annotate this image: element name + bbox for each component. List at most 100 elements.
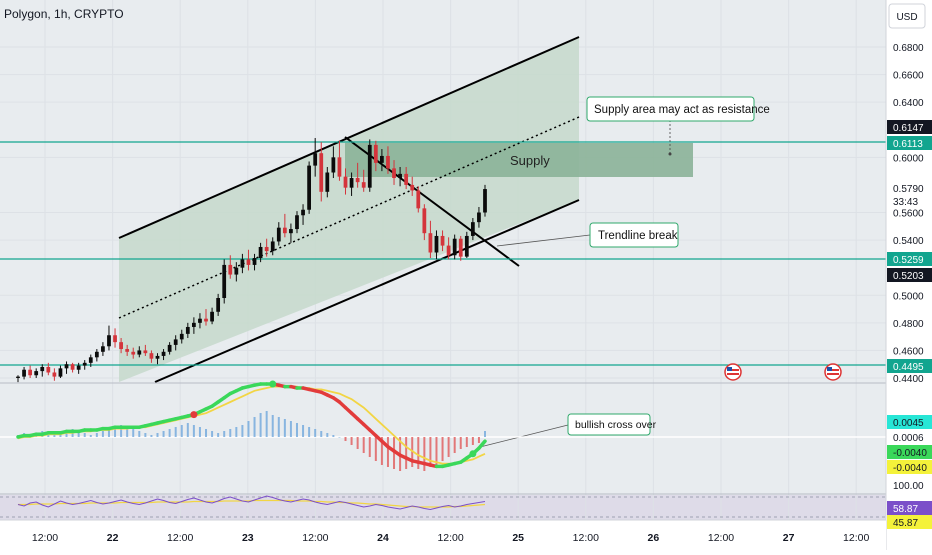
candle: [464, 231, 469, 259]
candle-body: [34, 371, 39, 376]
macd-histogram-bar: [435, 437, 438, 465]
candle-body: [325, 172, 330, 192]
trendline-callout-pointer: [496, 234, 591, 247]
candle-body: [295, 215, 299, 230]
candle: [149, 350, 154, 363]
rsi-line: [17, 495, 486, 511]
candle: [16, 375, 20, 383]
macd-histogram-bar: [271, 415, 274, 437]
candle-body: [94, 351, 99, 358]
currency-button-label[interactable]: USD: [896, 12, 917, 23]
macd-histogram-bar: [174, 427, 177, 437]
candle: [192, 317, 196, 334]
candle-body: [216, 298, 221, 312]
candle: [155, 353, 160, 365]
candle: [349, 172, 354, 196]
macd-histogram-bar: [241, 425, 244, 437]
macd-histogram-bar: [326, 433, 329, 437]
candle-body: [240, 259, 245, 268]
price-tick-label: 0.6000: [893, 153, 924, 164]
candle: [216, 293, 221, 316]
macd-histogram-bar: [235, 427, 238, 437]
macd-value-label: 0.0045: [893, 418, 924, 429]
candle: [477, 206, 481, 228]
macd-histogram-bar: [168, 429, 171, 437]
candle-body: [264, 246, 269, 252]
candle-body: [410, 184, 415, 191]
candle-body: [386, 155, 390, 169]
candle-body: [16, 376, 20, 378]
candle-body: [282, 227, 287, 234]
candle: [234, 262, 239, 282]
time-tick-label: 26: [648, 532, 660, 544]
macd-histogram-bar: [283, 419, 286, 437]
macd-histogram-bar: [138, 431, 141, 437]
time-tick-label: 27: [783, 532, 795, 544]
time-axis[interactable]: 12:00 22 12:00 23 12:00 24 12:00 25 12:00 26 12:00…: [32, 532, 870, 544]
price-axis: 0.6800 0.6600 0.6400 0.6000 0.5600 0.5400 0.50…: [893, 43, 924, 492]
event-flag-2[interactable]: [824, 363, 842, 381]
candle: [373, 140, 378, 172]
candle: [198, 313, 202, 329]
candle-body: [452, 238, 457, 256]
candle-body: [361, 182, 366, 188]
rsi-value-label: 58.87: [893, 504, 918, 515]
macd-histogram-bar: [374, 437, 377, 461]
candle-body: [313, 153, 318, 166]
macd-histogram-bar: [162, 431, 165, 437]
supply-zone: [345, 143, 693, 177]
macd-histogram-bar: [120, 425, 123, 437]
macd-histogram-bar: [198, 427, 201, 437]
horizontal-levels: [0, 141, 886, 366]
macd-cross-marker: [269, 380, 277, 388]
macd-histogram-bar: [417, 437, 420, 469]
macd-histogram-bar: [186, 423, 189, 437]
channel-lower-line: [154, 199, 580, 383]
candle: [331, 146, 336, 179]
candle: [440, 230, 445, 252]
candle: [173, 335, 178, 351]
candle: [40, 364, 45, 377]
macd-cross-marker: [190, 411, 198, 419]
macd-histogram-bar: [180, 425, 183, 437]
candle: [252, 253, 257, 271]
candle-body: [107, 335, 111, 347]
candle-body: [222, 264, 227, 299]
currency-button[interactable]: [888, 3, 926, 29]
macd-histogram-bar: [89, 435, 92, 437]
candle: [446, 237, 451, 260]
candle: [22, 366, 26, 380]
time-tick-label: 24: [377, 532, 389, 544]
price-label: 0.5790: [893, 184, 924, 195]
time-tick-label: 12:00: [32, 532, 58, 544]
candle-body: [331, 157, 336, 173]
chart-title: Polygon, 1h, CRYPTO: [4, 7, 124, 21]
price-tick-label: 0.5600: [893, 209, 924, 220]
event-flag-1[interactable]: [724, 363, 742, 381]
macd-histogram-bar: [295, 423, 298, 437]
macd-histogram-bar: [477, 437, 480, 443]
candle: [46, 362, 51, 376]
rsi-tick-label: 100.00: [893, 481, 924, 492]
time-tick-label: 23: [242, 532, 254, 544]
candle: [367, 139, 372, 192]
macd-histogram-bar: [471, 437, 474, 445]
macd-histogram-bar: [265, 411, 268, 437]
time-tick-label: 12:00: [167, 532, 193, 544]
candle-body: [319, 153, 324, 192]
macd-histogram-bar: [247, 421, 250, 437]
candle-body: [173, 339, 178, 345]
supply-callout-dot: [668, 152, 672, 156]
candle: [325, 166, 330, 198]
trendline-callout-box: [589, 222, 679, 248]
candle-body: [307, 165, 311, 210]
macd-histogram-bar: [77, 431, 80, 437]
macd-histogram-bar: [459, 437, 462, 449]
candle: [392, 160, 396, 185]
candle-body: [440, 235, 445, 246]
supply-callout-box: [586, 96, 755, 122]
macd-histogram-bar: [259, 413, 262, 437]
macd-histogram-bar: [144, 433, 147, 437]
candle: [361, 169, 366, 192]
